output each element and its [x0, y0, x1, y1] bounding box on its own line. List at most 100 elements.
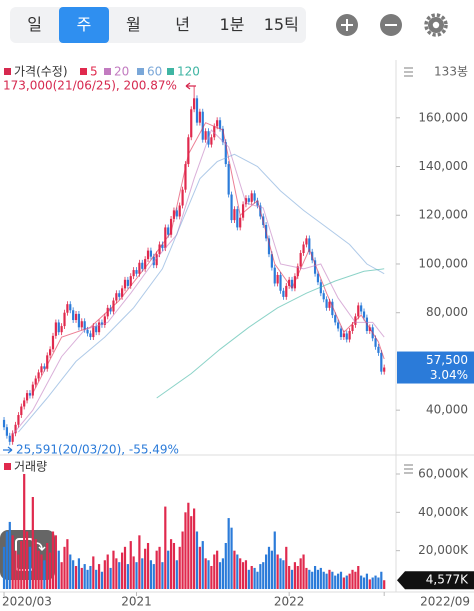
candle-body: [97, 322, 101, 333]
volume-bar: [169, 539, 173, 589]
moving-average-line: [18, 153, 385, 433]
candle-body: [256, 200, 259, 206]
candle-body: [334, 315, 337, 323]
y-tick-label: 60,000K: [418, 466, 469, 480]
volume-bar: [123, 546, 127, 589]
candle-body: [380, 352, 383, 372]
volume-bar: [195, 531, 199, 589]
zoom-out-button[interactable]: [380, 14, 402, 36]
current-volume-box: [397, 571, 474, 590]
candle-body: [247, 198, 250, 202]
candle-body: [351, 324, 354, 331]
candle-body: [345, 333, 348, 340]
candle-body: [241, 204, 245, 218]
settings-button[interactable]: [424, 13, 448, 37]
volume-bar: [233, 550, 236, 589]
volume-bar: [28, 546, 32, 589]
moving-average-line: [32, 122, 385, 394]
candle-body: [285, 285, 288, 297]
volume-bar: [319, 567, 322, 589]
current-price: 57,500: [426, 353, 468, 367]
candle-body: [296, 266, 299, 277]
volume-bar: [60, 562, 63, 589]
volume-bar: [181, 531, 184, 589]
volume-bar: [316, 569, 320, 589]
candle-body: [83, 321, 86, 330]
volume-bar: [322, 571, 325, 589]
candle-body: [66, 304, 69, 313]
candle-body: [193, 98, 196, 110]
volume-bar: [201, 541, 204, 589]
candle-body: [267, 238, 271, 255]
volume-bar: [342, 577, 345, 589]
volume-bar: [23, 473, 26, 589]
period-tab[interactable]: 월: [125, 15, 141, 34]
candle-body: [227, 164, 230, 195]
volume-bar: [17, 554, 20, 589]
period-tab[interactable]: 년: [175, 15, 191, 34]
candle-body: [69, 304, 72, 311]
volume-bar: [311, 571, 314, 589]
candle-body: [43, 366, 46, 369]
candle-body: [362, 311, 366, 318]
volume-bar: [334, 575, 337, 589]
period-tab[interactable]: 일: [27, 15, 43, 34]
volume-bar: [348, 573, 351, 589]
y-tick-label: 80,000: [426, 305, 468, 319]
candle-body: [115, 293, 118, 301]
period-tab[interactable]: 1분: [219, 15, 245, 34]
period-tab[interactable]: 15틱: [263, 15, 299, 34]
candle-body: [308, 238, 311, 252]
candle-body: [198, 111, 201, 123]
volume-bar: [126, 564, 129, 589]
y-tick-label: 20,000K: [418, 543, 469, 557]
candle-body: [95, 326, 98, 333]
volume-bar: [14, 550, 17, 589]
volume-bar: [328, 569, 331, 589]
volume-bar: [190, 516, 193, 589]
volume-bar: [146, 542, 150, 589]
x-tick-label: 2020/03: [2, 595, 52, 609]
volume-bar: [57, 550, 60, 589]
candle-body: [167, 227, 170, 235]
price-change: 3.04%: [430, 368, 468, 382]
volume-bar: [259, 564, 262, 589]
candle-body: [72, 310, 75, 321]
current-price-box: [397, 351, 474, 384]
volume-bar: [5, 531, 9, 589]
volume-bar: [2, 546, 6, 589]
volume-bar: [273, 531, 276, 589]
volume-bar: [135, 562, 138, 589]
zoom-in-button[interactable]: [336, 14, 358, 36]
candle-body: [100, 322, 104, 325]
candle-body: [155, 254, 158, 266]
candle-body: [313, 260, 317, 274]
candle-body: [181, 189, 184, 206]
legend-swatch: [137, 68, 144, 75]
candle-body: [216, 120, 219, 127]
candle-body: [253, 193, 256, 201]
candle-body: [328, 301, 331, 308]
volume-bar: [115, 558, 118, 589]
volume-bar: [83, 564, 86, 589]
candle-body: [63, 312, 66, 327]
volume-bar: [178, 546, 181, 589]
volume-bar: [72, 560, 75, 589]
candle-body: [383, 367, 386, 372]
period-tabs: 일 주 월 년 1분 15틱: [10, 7, 306, 43]
volume-bar: [34, 539, 37, 589]
candle-body: [28, 393, 32, 396]
volume-bar: [69, 554, 72, 589]
chart: 133봉 40,000 80,000 100,000 120,000 140,000 16…: [0, 60, 474, 609]
candle-body: [161, 244, 164, 249]
volume-bar: [31, 496, 34, 589]
volume-bar: [37, 550, 40, 589]
menu-icon[interactable]: [404, 464, 413, 474]
legend-label: 60: [147, 65, 162, 79]
period-tab[interactable]: 주: [59, 7, 109, 43]
volume-bar: [144, 548, 147, 589]
candle-body: [239, 217, 242, 228]
menu-icon[interactable]: [404, 67, 413, 77]
volume-bar: [138, 535, 141, 589]
volume-bar: [100, 571, 104, 589]
